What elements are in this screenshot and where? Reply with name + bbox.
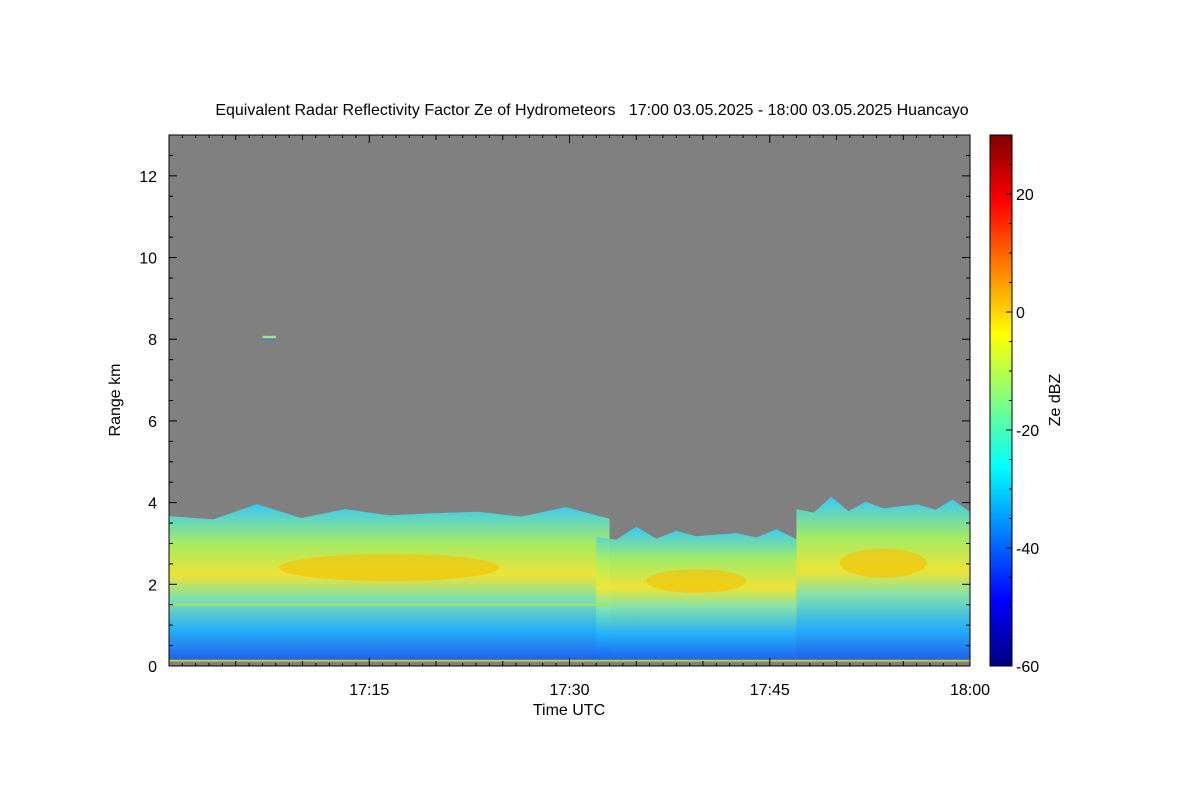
echo-region xyxy=(169,504,610,662)
colorbar-ticks: 20 0 -20 -40 -60 xyxy=(1006,134,1039,676)
y-axis: 0 2 4 6 8 10 12 xyxy=(139,134,970,676)
x-tick-label: 17:30 xyxy=(549,682,589,699)
x-tick-label: 18:00 xyxy=(950,682,990,699)
y-tick-label: 8 xyxy=(148,332,157,349)
y-tick-label: 0 xyxy=(148,659,157,676)
colorbar-tick-label: -60 xyxy=(1016,659,1039,676)
x-tick-label: 17:45 xyxy=(750,682,790,699)
chart-title: Equivalent Radar Reflectivity Factor Ze … xyxy=(215,102,968,119)
echo-region xyxy=(796,496,970,662)
colorbar xyxy=(989,134,1013,667)
y-tick-label: 12 xyxy=(139,169,157,186)
x-axis: 17:15 17:30 17:45 18:00 xyxy=(168,135,990,699)
echo-core xyxy=(646,569,747,593)
y-axis-label: Range km xyxy=(107,364,124,437)
y-tick-label: 10 xyxy=(139,251,157,268)
echo-layer xyxy=(169,335,970,662)
y-tick-label: 2 xyxy=(148,577,157,594)
echo-core xyxy=(839,548,927,578)
y-tick-label: 4 xyxy=(148,496,157,513)
colorbar-tick-label: -40 xyxy=(1016,541,1039,558)
x-axis-label: Time UTC xyxy=(533,702,605,719)
colorbar-label: Ze dBZ xyxy=(1047,374,1064,427)
echo-region xyxy=(596,526,797,662)
colorbar-tick-label: -20 xyxy=(1016,423,1039,440)
y-tick-label: 6 xyxy=(148,414,157,431)
x-tick-label: 17:15 xyxy=(349,682,389,699)
colorbar-tick-label: 0 xyxy=(1016,305,1025,322)
colorbar-tick-label: 20 xyxy=(1016,187,1034,204)
echo-core xyxy=(279,553,500,582)
echo-region xyxy=(262,335,276,340)
